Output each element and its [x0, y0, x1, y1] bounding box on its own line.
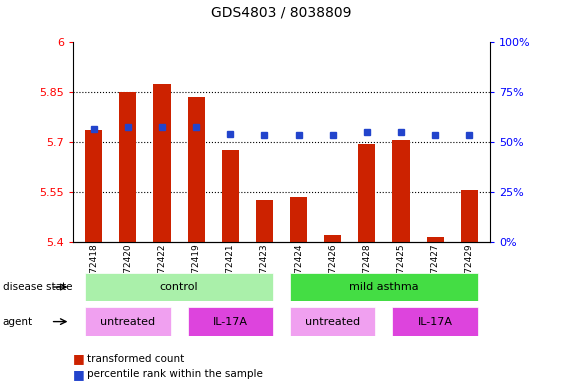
Text: ■: ■	[73, 368, 85, 381]
Text: agent: agent	[3, 316, 33, 327]
Bar	[85, 131, 102, 242]
Bar	[85, 273, 273, 301]
Bar	[324, 235, 341, 242]
Bar	[392, 307, 478, 336]
Bar	[222, 151, 239, 242]
Text: ■: ■	[73, 353, 85, 366]
Bar	[154, 84, 171, 242]
Bar	[290, 307, 376, 336]
Text: mild asthma: mild asthma	[349, 282, 419, 292]
Bar	[256, 200, 273, 242]
Bar	[392, 141, 409, 242]
Text: IL-17A: IL-17A	[418, 316, 453, 327]
Bar	[290, 197, 307, 242]
Bar	[358, 144, 376, 242]
Text: untreated: untreated	[305, 316, 360, 327]
Bar	[461, 190, 478, 242]
Bar	[119, 92, 136, 242]
Bar	[187, 97, 205, 242]
Text: untreated: untreated	[100, 316, 155, 327]
Text: IL-17A: IL-17A	[213, 316, 248, 327]
Text: control: control	[160, 282, 198, 292]
Text: disease state: disease state	[3, 282, 72, 292]
Text: transformed count: transformed count	[87, 354, 185, 364]
Bar	[290, 273, 478, 301]
Bar	[85, 307, 171, 336]
Bar	[187, 307, 273, 336]
Text: percentile rank within the sample: percentile rank within the sample	[87, 369, 263, 379]
Text: GDS4803 / 8038809: GDS4803 / 8038809	[211, 6, 352, 20]
Bar	[427, 237, 444, 242]
